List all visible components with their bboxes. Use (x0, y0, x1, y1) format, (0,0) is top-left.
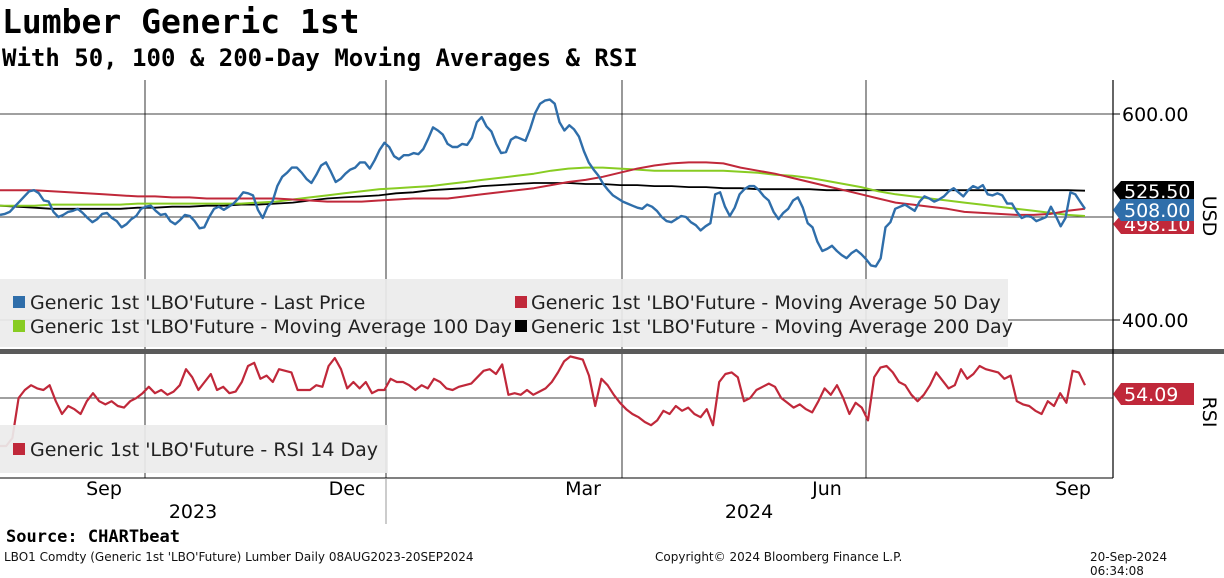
legend-label-rsi: Generic 1st 'LBO'Future - RSI 14 Day (30, 439, 378, 461)
footer-timestamp: 20-Sep-2024 06:34:08 (1090, 550, 1168, 578)
footer-ticker: LBO1 Comdty (Generic 1st 'LBO'Future) Lu… (4, 550, 474, 564)
xtick-label-mar: Mar (565, 478, 601, 500)
legend-swatch-ma200 (515, 320, 527, 332)
ytick-label-600: 600.00 (1122, 104, 1188, 126)
legend-label-price: Generic 1st 'LBO'Future - Last Price (30, 292, 365, 314)
legend-swatch-price (13, 296, 25, 308)
year-label-2023: 2023 (169, 501, 217, 523)
ytick-label-400: 400.00 (1122, 310, 1188, 332)
series-layer (0, 98, 1086, 448)
last-value-tag-rsi: 54.09 (1113, 383, 1194, 406)
svg-text:525.50: 525.50 (1124, 181, 1190, 203)
legend-swatch-ma50 (515, 296, 527, 308)
legend-label-ma50: Generic 1st 'LBO'Future - Moving Average… (531, 292, 1001, 314)
footer-copyright: Copyright© 2024 Bloomberg Finance L.P. (655, 550, 903, 564)
chart-svg: 600.00 400.00 USD RSI 525.50 498.10 508.… (0, 80, 1224, 524)
series-line-ma100 (0, 166, 1086, 217)
last-value-tag-ma200: 525.50 (1113, 181, 1194, 203)
xtick-label-dec: Dec (329, 478, 366, 500)
series-line-rsi (0, 355, 1086, 448)
last-value-tag-price: 508.00 (1113, 199, 1194, 222)
price-axis-title: USD (1198, 196, 1220, 237)
rsi-axis-title: RSI (1198, 397, 1220, 428)
year-label-2024: 2024 (725, 501, 773, 523)
legend-label-ma100: Generic 1st 'LBO'Future - Moving Average… (30, 316, 512, 338)
rsi-legend-box (0, 425, 388, 473)
legend-swatch-ma100 (13, 320, 25, 332)
legend-label-ma200: Generic 1st 'LBO'Future - Moving Average… (531, 316, 1013, 338)
xtick-label-sep-2023: Sep (86, 478, 122, 500)
legend-swatch-rsi (13, 443, 25, 455)
series-line-ma50 (0, 161, 1086, 216)
panel-separator (0, 349, 1224, 354)
series-line-ma200 (0, 182, 1086, 210)
source-label: Source: CHARTbeat (6, 527, 180, 547)
xtick-label-sep-2024: Sep (1055, 478, 1091, 500)
chart-subtitle: With 50, 100 & 200-Day Moving Averages &… (2, 44, 638, 72)
chart-title: Lumber Generic 1st (2, 2, 360, 41)
price-legend-box (0, 279, 1008, 347)
xtick-label-jun: Jun (811, 478, 842, 500)
series-line-price (0, 98, 1086, 268)
svg-text:508.00: 508.00 (1124, 200, 1190, 222)
svg-text:54.09: 54.09 (1124, 384, 1178, 406)
